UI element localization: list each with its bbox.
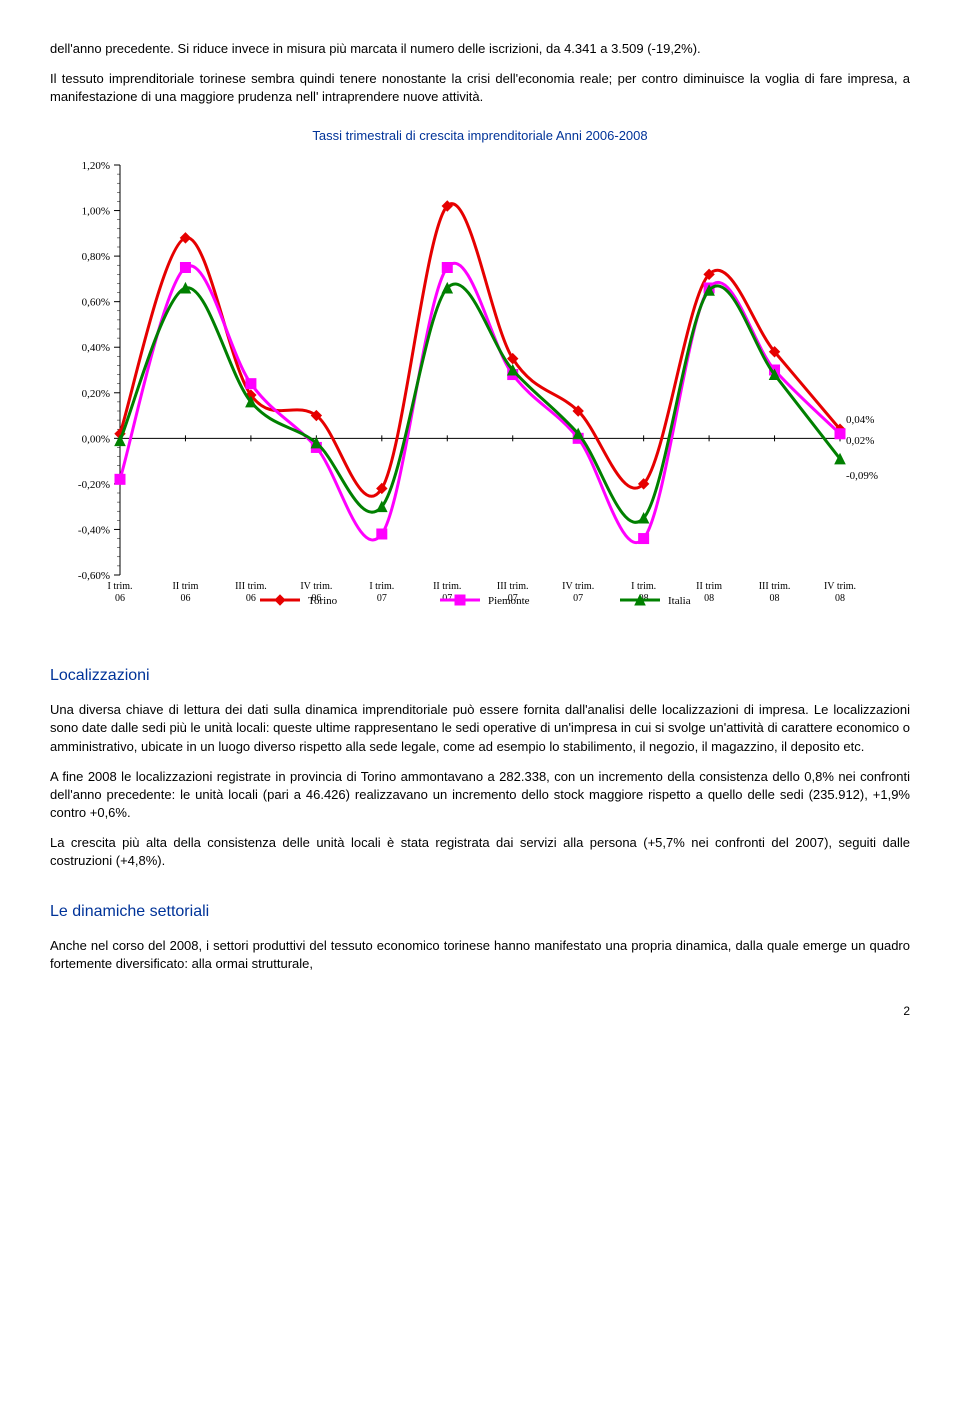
svg-text:III trim.: III trim.: [759, 581, 791, 592]
svg-text:0,02%: 0,02%: [846, 435, 874, 447]
svg-text:08: 08: [704, 593, 714, 604]
section-title-localizzazioni: Localizzazioni: [50, 665, 910, 687]
line-chart: 1,20% 1,00% 0,80% 0,60% 0,40% 0,20% 0,00% -0,20…: [50, 155, 910, 635]
paragraph-loc-1: Una diversa chiave di lettura dei dati s…: [50, 701, 910, 756]
svg-text:II trim.: II trim.: [433, 581, 461, 592]
svg-text:III trim.: III trim.: [497, 581, 529, 592]
svg-text:06: 06: [115, 593, 125, 604]
svg-text:0,40%: 0,40%: [82, 342, 110, 354]
page-number: 2: [50, 1003, 910, 1020]
section-title-dinamiche: Le dinamiche settoriali: [50, 901, 910, 923]
paragraph-loc-3: La crescita più alta della consistenza d…: [50, 834, 910, 870]
svg-text:07: 07: [377, 593, 387, 604]
svg-text:0,80%: 0,80%: [82, 251, 110, 263]
svg-text:-0,60%: -0,60%: [78, 570, 110, 582]
svg-text:1,20%: 1,20%: [82, 160, 110, 172]
svg-text:0,60%: 0,60%: [82, 296, 110, 308]
svg-text:IV trim.: IV trim.: [824, 581, 856, 592]
svg-text:Italia: Italia: [668, 595, 691, 607]
svg-text:-0,09%: -0,09%: [846, 470, 878, 482]
svg-text:0,04%: 0,04%: [846, 414, 874, 426]
paragraph-intro-2: Il tessuto imprenditoriale torinese semb…: [50, 70, 910, 106]
svg-text:Piemonte: Piemonte: [488, 595, 530, 607]
svg-text:07: 07: [573, 593, 583, 604]
svg-text:06: 06: [180, 593, 190, 604]
svg-text:III trim.: III trim.: [235, 581, 267, 592]
svg-text:06: 06: [246, 593, 256, 604]
svg-text:0,20%: 0,20%: [82, 388, 110, 400]
svg-text:Torino: Torino: [308, 595, 338, 607]
svg-text:I trim.: I trim.: [108, 581, 133, 592]
chart-title: Tassi trimestrali di crescita imprendito…: [50, 127, 910, 145]
svg-text:IV trim.: IV trim.: [562, 581, 594, 592]
svg-text:I trim.: I trim.: [369, 581, 394, 592]
svg-text:1,00%: 1,00%: [82, 205, 110, 217]
svg-text:II trim: II trim: [696, 581, 722, 592]
svg-text:0,00%: 0,00%: [82, 433, 110, 445]
svg-text:08: 08: [770, 593, 780, 604]
paragraph-din-1: Anche nel corso del 2008, i settori prod…: [50, 937, 910, 973]
svg-text:08: 08: [835, 593, 845, 604]
svg-text:IV trim.: IV trim.: [300, 581, 332, 592]
paragraph-intro-1: dell'anno precedente. Si riduce invece i…: [50, 40, 910, 58]
svg-text:I trim.: I trim.: [631, 581, 656, 592]
paragraph-loc-2: A fine 2008 le localizzazioni registrate…: [50, 768, 910, 823]
svg-text:II trim: II trim: [173, 581, 199, 592]
svg-text:-0,20%: -0,20%: [78, 479, 110, 491]
svg-text:-0,40%: -0,40%: [78, 524, 110, 536]
